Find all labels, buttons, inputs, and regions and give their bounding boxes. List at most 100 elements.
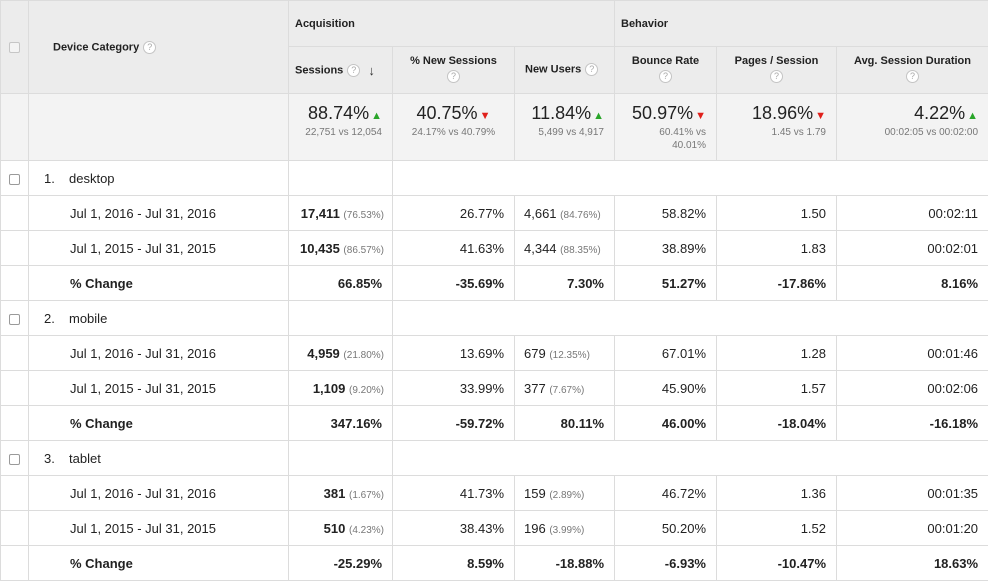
sessions-column-label: Sessions	[295, 64, 344, 77]
row-checkbox[interactable]	[9, 313, 20, 325]
trend-up-icon: ▲	[967, 110, 979, 122]
new-users-value: 196	[524, 520, 546, 536]
new-users-value: 4,344	[524, 240, 557, 256]
change-label: % Change	[28, 545, 289, 581]
sessions-cell: 10,435 (86.57%)	[288, 230, 393, 266]
group-label-cell[interactable]: 1. desktop	[28, 160, 289, 196]
row-checkbox[interactable]	[9, 173, 20, 185]
help-icon[interactable]: ?	[143, 40, 157, 54]
pct-new-sessions-change: -59.72%	[392, 405, 515, 441]
group-empty-cell	[391, 440, 988, 476]
sessions-share: (86.57%)	[343, 244, 384, 256]
group-checkbox-cell[interactable]	[0, 160, 29, 196]
summary-new-users-sub: 5,499 vs 4,917	[538, 127, 604, 138]
select-all-checkbox[interactable]	[9, 41, 20, 53]
pages-session-cell: 1.28	[716, 335, 837, 371]
summary-pages-session: 18.96% ▼ 1.45 vs 1.79	[716, 93, 837, 161]
row-spacer	[0, 510, 29, 546]
summary-label-cell	[28, 93, 289, 161]
group-label-cell[interactable]: 2. mobile	[28, 300, 289, 336]
device-category-label: Device Category	[53, 40, 140, 53]
row-spacer	[0, 335, 29, 371]
trend-down-icon: ▼	[815, 110, 826, 122]
row-spacer	[0, 545, 29, 581]
summary-avg-session-duration-pct: 4.22%	[914, 103, 966, 123]
summary-bounce-rate-sub: 60.41% vs 40.01%	[659, 127, 706, 151]
help-icon[interactable]: ?	[585, 63, 599, 76]
sessions-change: 347.16%	[288, 405, 393, 441]
pct-new-sessions-label: % New Sessions	[410, 55, 497, 67]
date-range-label: Jul 1, 2016 - Jul 31, 2016	[28, 475, 289, 511]
summary-avg-session-duration-sub: 00:02:05 vs 00:02:00	[884, 127, 979, 138]
avg-session-duration-change: 8.16%	[835, 265, 988, 301]
sessions-share: (9.20%)	[348, 384, 384, 396]
row-spacer	[0, 230, 29, 266]
avg-session-duration-cell: 00:01:46	[835, 335, 988, 371]
pct-new-sessions-cell: 41.63%	[392, 230, 515, 266]
group-spacer-cell	[288, 300, 393, 336]
date-range-label: Jul 1, 2016 - Jul 31, 2016	[28, 195, 289, 231]
sessions-value: 10,435	[300, 240, 340, 256]
percent-change-row: % Change 66.85% -35.69% 7.30% 51.27% -17.86% 8…	[0, 265, 988, 301]
bounce-rate-cell: 38.89%	[614, 230, 717, 266]
help-icon[interactable]: ?	[770, 70, 783, 83]
bounce-rate-cell: 46.72%	[614, 475, 717, 511]
group-checkbox-cell[interactable]	[0, 300, 29, 336]
new-users-cell: 4,344 (88.35%)	[514, 230, 615, 266]
sort-descending-icon[interactable]: ↓	[368, 63, 375, 78]
pages-session-label: Pages / Session	[734, 55, 819, 67]
help-icon[interactable]: ?	[659, 70, 672, 83]
avg-session-duration-cell: 00:01:20	[835, 510, 988, 546]
date-range-row: Jul 1, 2016 - Jul 31, 2016 17,411 (76.53%…	[0, 195, 988, 231]
group-row[interactable]: 3. tablet	[0, 440, 988, 476]
group-name-link[interactable]: mobile	[69, 310, 108, 326]
avg-session-duration-cell: 00:02:06	[835, 370, 988, 406]
date-range-label: Jul 1, 2015 - Jul 31, 2015	[28, 230, 289, 266]
sessions-cell: 17,411 (76.53%)	[288, 195, 393, 231]
group-name-link[interactable]: desktop	[69, 170, 115, 186]
new-users-change: -18.88%	[514, 545, 615, 581]
group-spacer-cell	[288, 440, 393, 476]
bounce-rate-label: Bounce Rate	[631, 55, 700, 67]
group-row[interactable]: 2. mobile	[0, 300, 988, 336]
summary-sessions-sub: 22,751 vs 12,054	[305, 127, 382, 138]
new-users-cell: 159 (2.89%)	[514, 475, 615, 511]
device-category-header[interactable]: Device Category?	[28, 0, 289, 94]
group-row[interactable]: 1. desktop	[0, 160, 988, 196]
new-users-cell: 377 (7.67%)	[514, 370, 615, 406]
pct-new-sessions-cell: 38.43%	[392, 510, 515, 546]
pages-session-cell: 1.36	[716, 475, 837, 511]
row-checkbox[interactable]	[9, 453, 20, 465]
sessions-column-header[interactable]: Sessions? ↓	[288, 46, 393, 94]
help-icon[interactable]: ?	[906, 70, 920, 83]
group-label-cell[interactable]: 3. tablet	[28, 440, 289, 476]
date-range-row: Jul 1, 2015 - Jul 31, 2015 1,109 (9.20%) 3…	[0, 370, 988, 406]
group-checkbox-cell[interactable]	[0, 440, 29, 476]
sessions-change: 66.85%	[288, 265, 393, 301]
group-spacer-cell	[288, 160, 393, 196]
pct-new-sessions-change: -35.69%	[392, 265, 515, 301]
summary-new-sessions-sub: 24.17% vs 40.79%	[411, 127, 496, 138]
summary-spacer	[0, 93, 29, 161]
new-users-share: (12.35%)	[549, 349, 590, 361]
group-name-link[interactable]: tablet	[69, 450, 101, 466]
help-icon[interactable]: ?	[347, 64, 361, 77]
summary-pages-session-pct: 18.96%	[752, 103, 814, 123]
summary-new-sessions: 40.75% ▼ 24.17% vs 40.79%	[392, 93, 515, 161]
behavior-group-header: Behavior	[613, 0, 988, 47]
pages-session-column-header[interactable]: Pages / Session?	[716, 46, 837, 94]
select-all-cell[interactable]	[0, 0, 29, 94]
row-spacer	[0, 405, 29, 441]
sessions-cell: 1,109 (9.20%)	[288, 370, 393, 406]
help-icon[interactable]: ?	[447, 70, 460, 83]
sessions-value: 4,959	[307, 345, 340, 361]
avg-session-duration-column-header[interactable]: Avg. Session Duration?	[835, 46, 988, 94]
pages-session-cell: 1.57	[716, 370, 837, 406]
bounce-rate-column-header[interactable]: Bounce Rate?	[614, 46, 717, 94]
trend-up-icon: ▲	[593, 110, 604, 122]
date-range-label: Jul 1, 2015 - Jul 31, 2015	[28, 370, 289, 406]
new-users-column-header[interactable]: New Users?	[514, 46, 615, 94]
bounce-rate-cell: 45.90%	[614, 370, 717, 406]
pct-new-sessions-column-header[interactable]: % New Sessions?	[392, 46, 515, 94]
sessions-share: (21.80%)	[343, 349, 384, 361]
